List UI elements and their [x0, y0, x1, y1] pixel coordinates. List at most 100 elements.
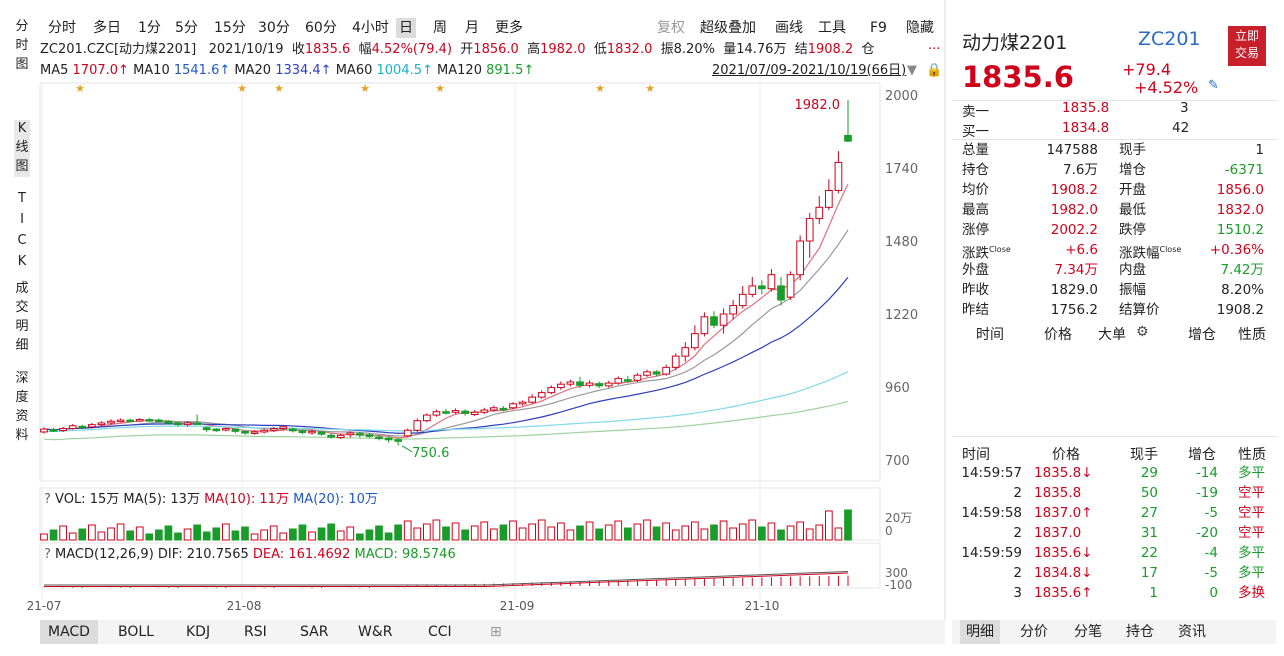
lock-icon[interactable]: 🔒: [926, 63, 943, 78]
candle[interactable]: [327, 433, 335, 439]
candle[interactable]: [231, 428, 240, 434]
candle[interactable]: [528, 394, 536, 404]
quote-tab-3[interactable]: 持仓: [1126, 624, 1154, 640]
candle[interactable]: [470, 410, 479, 417]
candle[interactable]: [212, 427, 221, 432]
candle[interactable]: [844, 100, 852, 143]
contract-code-link[interactable]: ZC201: [1138, 28, 1201, 50]
candle[interactable]: [499, 406, 508, 412]
candle[interactable]: [78, 424, 87, 430]
candle[interactable]: [442, 408, 450, 415]
period-10[interactable]: 月: [465, 20, 479, 36]
vtab-0[interactable]: 分时图: [14, 18, 30, 75]
candle[interactable]: [643, 369, 651, 377]
tick-header-1-col[interactable]: 性质: [1238, 327, 1266, 343]
candle[interactable]: [68, 424, 77, 430]
candle[interactable]: [97, 421, 106, 427]
candle[interactable]: [681, 342, 690, 362]
indicator-tab-2[interactable]: KDJ: [186, 624, 211, 640]
vtab-3[interactable]: 成交明细: [14, 280, 30, 356]
indicator-tab-6[interactable]: CCI: [428, 624, 452, 640]
candle[interactable]: [604, 380, 613, 388]
candle[interactable]: [777, 276, 785, 306]
candle[interactable]: [796, 235, 804, 281]
date-range[interactable]: 2021/07/09-2021/10/19(66日): [712, 63, 907, 78]
candle[interactable]: [40, 427, 48, 434]
candle[interactable]: [59, 426, 67, 432]
indicator-tab-3[interactable]: RSI: [244, 624, 267, 640]
candle[interactable]: [155, 418, 163, 423]
candle[interactable]: [767, 269, 776, 292]
period-8[interactable]: 日: [396, 18, 416, 38]
candle[interactable]: [317, 430, 326, 436]
candle[interactable]: [691, 325, 699, 351]
candle[interactable]: [490, 405, 498, 412]
candle[interactable]: [461, 409, 469, 416]
event-star-icon[interactable]: ★: [360, 82, 370, 95]
quote-tab-0[interactable]: 明细: [960, 620, 1000, 644]
tick-header-1-col[interactable]: 时间: [976, 327, 1004, 343]
toolbar-3[interactable]: 工具: [818, 20, 846, 36]
candle[interactable]: [566, 379, 575, 387]
candle[interactable]: [595, 381, 603, 389]
event-star-icon[interactable]: ★: [645, 82, 655, 95]
candle[interactable]: [346, 431, 355, 438]
candle[interactable]: [336, 433, 345, 439]
candle[interactable]: [365, 433, 374, 439]
candle[interactable]: [260, 428, 268, 434]
candle[interactable]: [576, 376, 584, 389]
candle[interactable]: [135, 417, 144, 422]
indicator-tab-7[interactable]: ⊞: [490, 624, 502, 640]
candle[interactable]: [547, 385, 556, 395]
candle[interactable]: [126, 418, 134, 423]
indicator-tab-1[interactable]: BOLL: [118, 624, 154, 640]
candle[interactable]: [222, 427, 230, 432]
candle[interactable]: [107, 419, 115, 425]
candle[interactable]: [633, 372, 642, 382]
candle[interactable]: [375, 434, 383, 441]
candle[interactable]: [834, 151, 843, 194]
candle[interactable]: [250, 430, 259, 435]
candle[interactable]: [480, 407, 489, 414]
candle[interactable]: [432, 409, 441, 417]
candle[interactable]: [729, 299, 737, 320]
candle[interactable]: [279, 425, 288, 431]
period-7[interactable]: 4小时: [352, 20, 389, 36]
candle[interactable]: [193, 414, 201, 425]
candle[interactable]: [614, 376, 623, 385]
candle[interactable]: [269, 426, 278, 432]
candle[interactable]: [585, 380, 594, 388]
period-0[interactable]: 分时: [48, 20, 76, 36]
event-star-icon[interactable]: ★: [435, 82, 445, 95]
candle[interactable]: [662, 364, 670, 376]
candle[interactable]: [289, 427, 297, 433]
candle[interactable]: [624, 375, 632, 383]
candle[interactable]: [164, 420, 173, 425]
candle[interactable]: [509, 402, 517, 410]
candle[interactable]: [241, 430, 249, 435]
candle[interactable]: [145, 417, 154, 422]
period-3[interactable]: 5分: [175, 20, 198, 36]
candle[interactable]: [518, 400, 527, 406]
period-6[interactable]: 60分: [305, 20, 337, 36]
candle[interactable]: [786, 271, 795, 300]
indicator-tab-0[interactable]: MACD: [40, 620, 98, 644]
period-9[interactable]: 周: [433, 20, 447, 36]
candle[interactable]: [719, 308, 728, 334]
candle[interactable]: [413, 418, 422, 432]
macd-help-icon[interactable]: ?: [44, 547, 55, 562]
period-4[interactable]: 15分: [214, 20, 246, 36]
period-2[interactable]: 1分: [138, 20, 161, 36]
candle[interactable]: [652, 370, 661, 377]
candle[interactable]: [748, 276, 757, 298]
trade-now-button[interactable]: 立即 交易: [1228, 26, 1266, 66]
candle[interactable]: [49, 427, 58, 432]
candle[interactable]: [738, 285, 747, 309]
toolbar-1[interactable]: 超级叠加: [700, 20, 756, 36]
period-5[interactable]: 30分: [258, 20, 290, 36]
period-11[interactable]: 更多: [495, 20, 523, 36]
candle[interactable]: [825, 179, 833, 211]
dropdown-icon[interactable]: ▼: [907, 63, 917, 78]
candle[interactable]: [805, 212, 814, 258]
